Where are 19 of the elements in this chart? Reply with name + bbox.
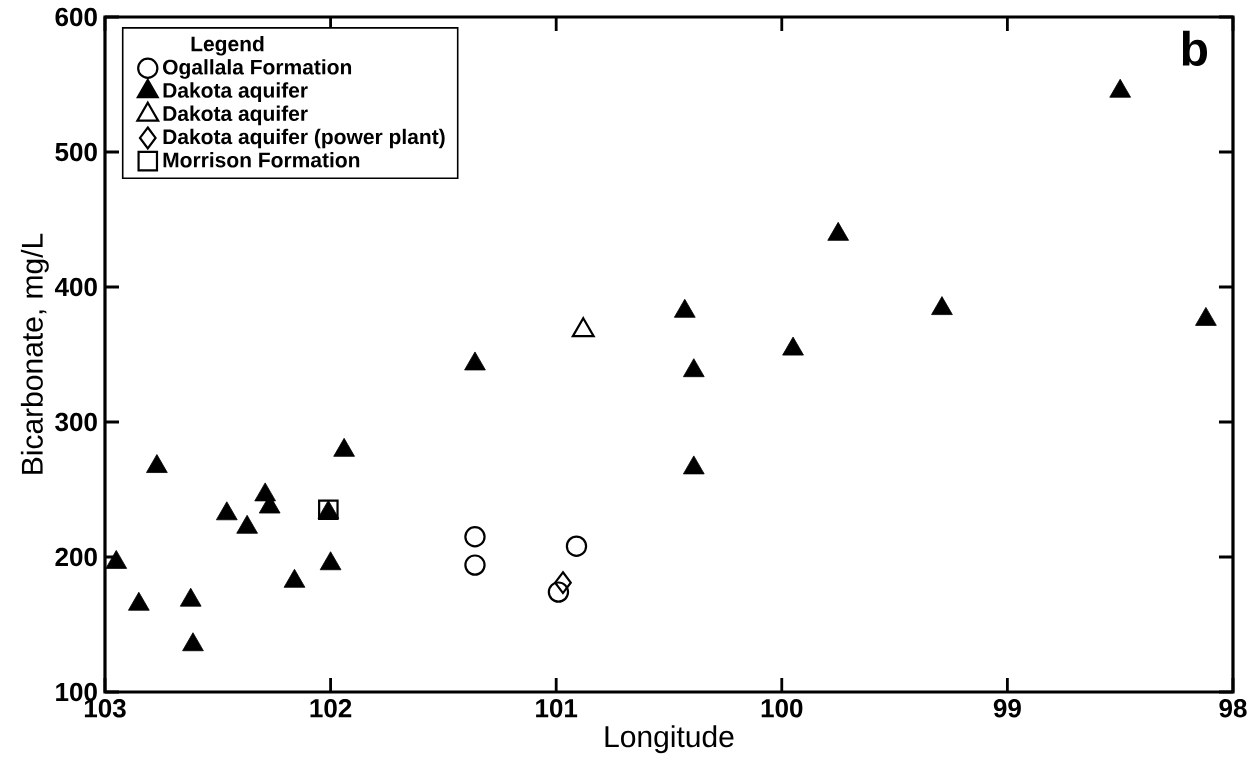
y-tick-label: 200 bbox=[55, 547, 97, 567]
y-tick-label: 300 bbox=[55, 412, 97, 432]
x-tick-label: 99 bbox=[993, 699, 1021, 718]
legend-label: Dakota aquifer bbox=[163, 82, 308, 102]
y-axis-title: Bicarbonate, mg/L bbox=[20, 233, 49, 474]
legend-label: Morrison Formation bbox=[163, 152, 360, 168]
legend-label: Ogallala Formation bbox=[163, 59, 352, 79]
x-tick-label: 102 bbox=[310, 699, 352, 718]
y-tick-label: 400 bbox=[54, 277, 97, 297]
annotation: b bbox=[1182, 30, 1208, 67]
x-tick-label: 98 bbox=[1219, 699, 1247, 718]
legend-title: Legend bbox=[191, 35, 264, 56]
y-tick-label: 500 bbox=[55, 142, 97, 162]
x-tick-label: 100 bbox=[761, 699, 803, 718]
legend-label: Dakota aquifer bbox=[163, 105, 308, 126]
y-tick-label: 600 bbox=[55, 7, 97, 27]
legend-label: Dakota aquifer (power plant) bbox=[163, 128, 445, 149]
x-tick-label: 101 bbox=[536, 699, 578, 718]
x-axis-title: Longitude bbox=[605, 725, 734, 754]
